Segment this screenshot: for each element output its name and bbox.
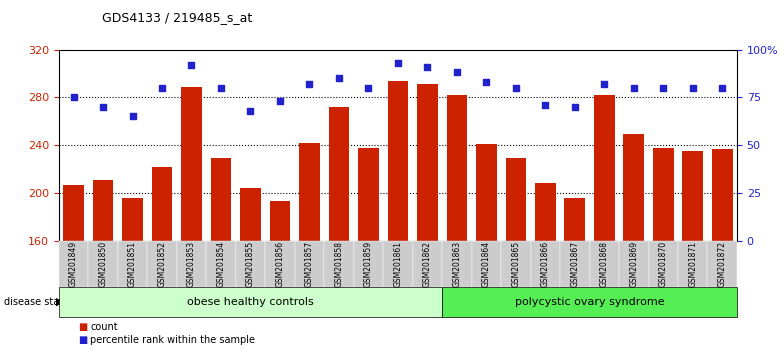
Text: GSM201857: GSM201857: [305, 241, 314, 287]
Text: GSM201858: GSM201858: [335, 241, 343, 287]
Text: GDS4133 / 219485_s_at: GDS4133 / 219485_s_at: [102, 11, 252, 24]
Point: [598, 81, 611, 87]
Point: [215, 85, 227, 91]
Text: GSM201851: GSM201851: [128, 241, 137, 287]
Bar: [93, 180, 114, 241]
Text: GSM201867: GSM201867: [570, 241, 579, 287]
Point: [96, 104, 109, 110]
Point: [274, 98, 286, 104]
Point: [716, 85, 728, 91]
Bar: [270, 201, 290, 241]
Text: obese healthy controls: obese healthy controls: [187, 297, 314, 307]
Bar: [328, 107, 349, 241]
Bar: [682, 151, 703, 241]
Bar: [358, 148, 379, 241]
Text: GSM201856: GSM201856: [275, 241, 285, 287]
Bar: [387, 81, 408, 241]
Text: GSM201865: GSM201865: [511, 241, 521, 287]
Bar: [594, 95, 615, 241]
Text: ■: ■: [78, 322, 88, 332]
Point: [185, 62, 198, 68]
Point: [421, 64, 434, 70]
Text: GSM201853: GSM201853: [187, 241, 196, 287]
Text: GSM201852: GSM201852: [158, 241, 166, 287]
Point: [362, 85, 375, 91]
Text: disease state: disease state: [4, 297, 69, 307]
Point: [67, 95, 80, 100]
Text: GSM201855: GSM201855: [246, 241, 255, 287]
Text: percentile rank within the sample: percentile rank within the sample: [90, 335, 255, 345]
Point: [510, 85, 522, 91]
Bar: [447, 95, 467, 241]
Bar: [240, 188, 261, 241]
Text: ■: ■: [78, 335, 88, 345]
Text: GSM201850: GSM201850: [99, 241, 107, 287]
Text: GSM201859: GSM201859: [364, 241, 373, 287]
Bar: [64, 184, 84, 241]
Text: GSM201866: GSM201866: [541, 241, 550, 287]
Point: [657, 85, 670, 91]
Point: [126, 114, 139, 119]
Text: GSM201870: GSM201870: [659, 241, 668, 287]
Point: [687, 85, 699, 91]
Bar: [653, 148, 673, 241]
Point: [391, 60, 405, 66]
Bar: [417, 84, 437, 241]
Text: ▶: ▶: [56, 297, 65, 307]
Bar: [151, 167, 172, 241]
Text: count: count: [90, 322, 118, 332]
Text: GSM201861: GSM201861: [394, 241, 402, 287]
Text: GSM201863: GSM201863: [452, 241, 461, 287]
Text: GSM201854: GSM201854: [216, 241, 226, 287]
Bar: [476, 144, 496, 241]
Text: GSM201871: GSM201871: [688, 241, 697, 287]
Bar: [535, 183, 556, 241]
Bar: [506, 158, 526, 241]
Point: [303, 81, 316, 87]
Bar: [299, 143, 320, 241]
Text: polycystic ovary syndrome: polycystic ovary syndrome: [515, 297, 664, 307]
Point: [451, 70, 463, 75]
Point: [539, 102, 552, 108]
Text: GSM201862: GSM201862: [423, 241, 432, 287]
Text: GSM201864: GSM201864: [482, 241, 491, 287]
Bar: [712, 149, 732, 241]
Point: [244, 108, 256, 114]
Point: [332, 75, 345, 81]
Bar: [181, 87, 201, 241]
Bar: [623, 135, 644, 241]
Bar: [122, 198, 143, 241]
Bar: [211, 158, 231, 241]
Bar: [564, 198, 585, 241]
Text: GSM201872: GSM201872: [717, 241, 727, 287]
Text: GSM201849: GSM201849: [69, 241, 78, 287]
Point: [627, 85, 640, 91]
Text: GSM201869: GSM201869: [630, 241, 638, 287]
Point: [480, 79, 492, 85]
Point: [568, 104, 581, 110]
Point: [156, 85, 169, 91]
Text: GSM201868: GSM201868: [600, 241, 609, 287]
